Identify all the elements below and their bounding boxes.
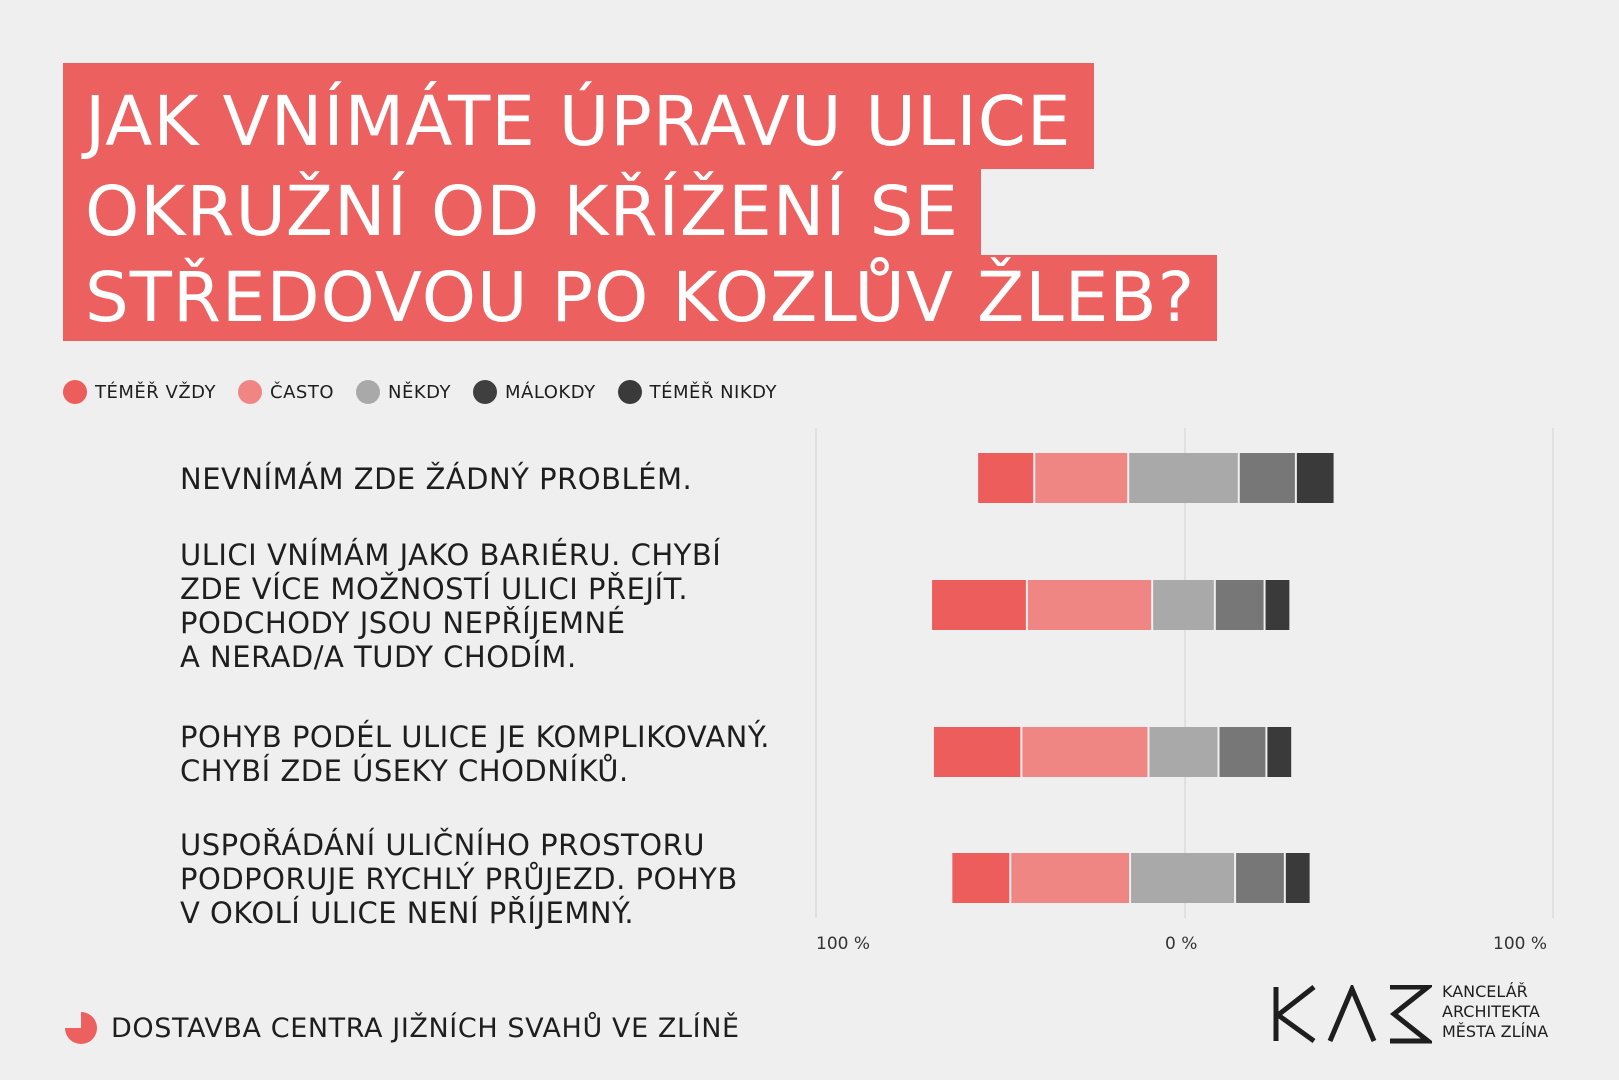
bar-segment-row1-series2 xyxy=(1035,453,1128,503)
bar-segment-row3-series2 xyxy=(1022,727,1148,777)
row-label-2: ULICI VNÍMÁM JAKO BARIÉRU. CHYBÍ ZDE VÍC… xyxy=(180,538,722,674)
title-line-2: OKRUŽNÍ OD KŘÍŽENÍ SE xyxy=(63,169,982,255)
legend-label: TÉMĚŘ NIKDY xyxy=(649,381,778,403)
bar-segment-row2-series1 xyxy=(932,580,1026,630)
bar-segment-row1-series3 xyxy=(1129,453,1238,503)
bar-segment-row2-series5 xyxy=(1265,580,1290,630)
title-block: JAK VNÍMÁTE ÚPRAVU ULICE OKRUŽNÍ OD KŘÍŽ… xyxy=(63,63,1218,341)
bar-segment-row4-series2 xyxy=(1011,853,1130,903)
legend-item-nekdy: NĚKDY xyxy=(356,380,451,404)
legend-label: ČASTO xyxy=(270,381,334,403)
legend-swatch xyxy=(238,380,263,404)
bar-segment-row4-series5 xyxy=(1285,853,1310,903)
footer-project: DOSTAVBA CENTRA JIŽNÍCH SVAHŮ VE ZLÍNĚ xyxy=(63,1010,740,1046)
axis-label-right: 100 % xyxy=(1493,934,1548,954)
legend-swatch xyxy=(63,380,87,404)
pie-logo-icon xyxy=(65,1012,97,1044)
legend-label: TÉMĚŘ VŽDY xyxy=(95,381,217,403)
title-line-1: JAK VNÍMÁTE ÚPRAVU ULICE xyxy=(63,63,1094,169)
bar-segment-row2-series2 xyxy=(1027,580,1152,630)
legend-item-malokdy: MÁLOKDY xyxy=(473,380,596,404)
legend-label: MÁLOKDY xyxy=(505,381,596,403)
bar-segment-row3-series3 xyxy=(1149,727,1218,777)
title-line-3: STŘEDOVOU PO KOZLŮV ŽLEB? xyxy=(63,255,1218,341)
row-label-1: NEVNÍMÁM ZDE ŽÁDNÝ PROBLÉM. xyxy=(180,462,693,496)
legend-item-casto: ČASTO xyxy=(238,380,334,404)
legend-label: NĚKDY xyxy=(388,381,452,403)
bar-segment-row2-series4 xyxy=(1215,580,1264,630)
kam-logo-icon xyxy=(1273,985,1432,1044)
bar-segment-row1-series5 xyxy=(1296,453,1334,503)
footer-project-name: DOSTAVBA CENTRA JIŽNÍCH SVAHŮ VE ZLÍNĚ xyxy=(111,1012,740,1044)
legend-swatch xyxy=(473,380,498,404)
bar-segment-row4-series3 xyxy=(1131,853,1235,903)
bar-segment-row3-series1 xyxy=(933,727,1021,777)
row-label-3: POHYB PODÉL ULICE JE KOMPLIKOVANÝ. CHYBÍ… xyxy=(180,720,770,788)
bar-segment-row1-series4 xyxy=(1239,453,1295,503)
bar-segment-row3-series4 xyxy=(1219,727,1266,777)
legend-swatch xyxy=(617,380,642,404)
axis-label-center: 0 % xyxy=(1165,934,1198,954)
legend-item-temer-vzdy: TÉMĚŘ VŽDY xyxy=(63,380,216,404)
bar-segment-row1-series1 xyxy=(978,453,1034,503)
bar-segment-row4-series1 xyxy=(952,853,1010,903)
bar-segment-row4-series4 xyxy=(1236,853,1284,903)
bar-segment-row2-series3 xyxy=(1153,580,1214,630)
row-label-4: USPOŘÁDÁNÍ ULIČNÍHO PROSTORU PODPORUJE R… xyxy=(180,828,738,930)
axis-label-left: 100 % xyxy=(816,934,871,954)
bar-segment-row3-series5 xyxy=(1267,727,1292,777)
legend: TÉMĚŘ VŽDY ČASTO NĚKDY MÁLOKDY TÉMĚŘ NIK… xyxy=(63,380,799,404)
legend-swatch xyxy=(356,380,380,404)
legend-item-temer-nikdy: TÉMĚŘ NIKDY xyxy=(617,380,778,404)
logo-text: KANCELÁŘ ARCHITEKTA MĚSTA ZLÍNA xyxy=(1442,982,1549,1041)
